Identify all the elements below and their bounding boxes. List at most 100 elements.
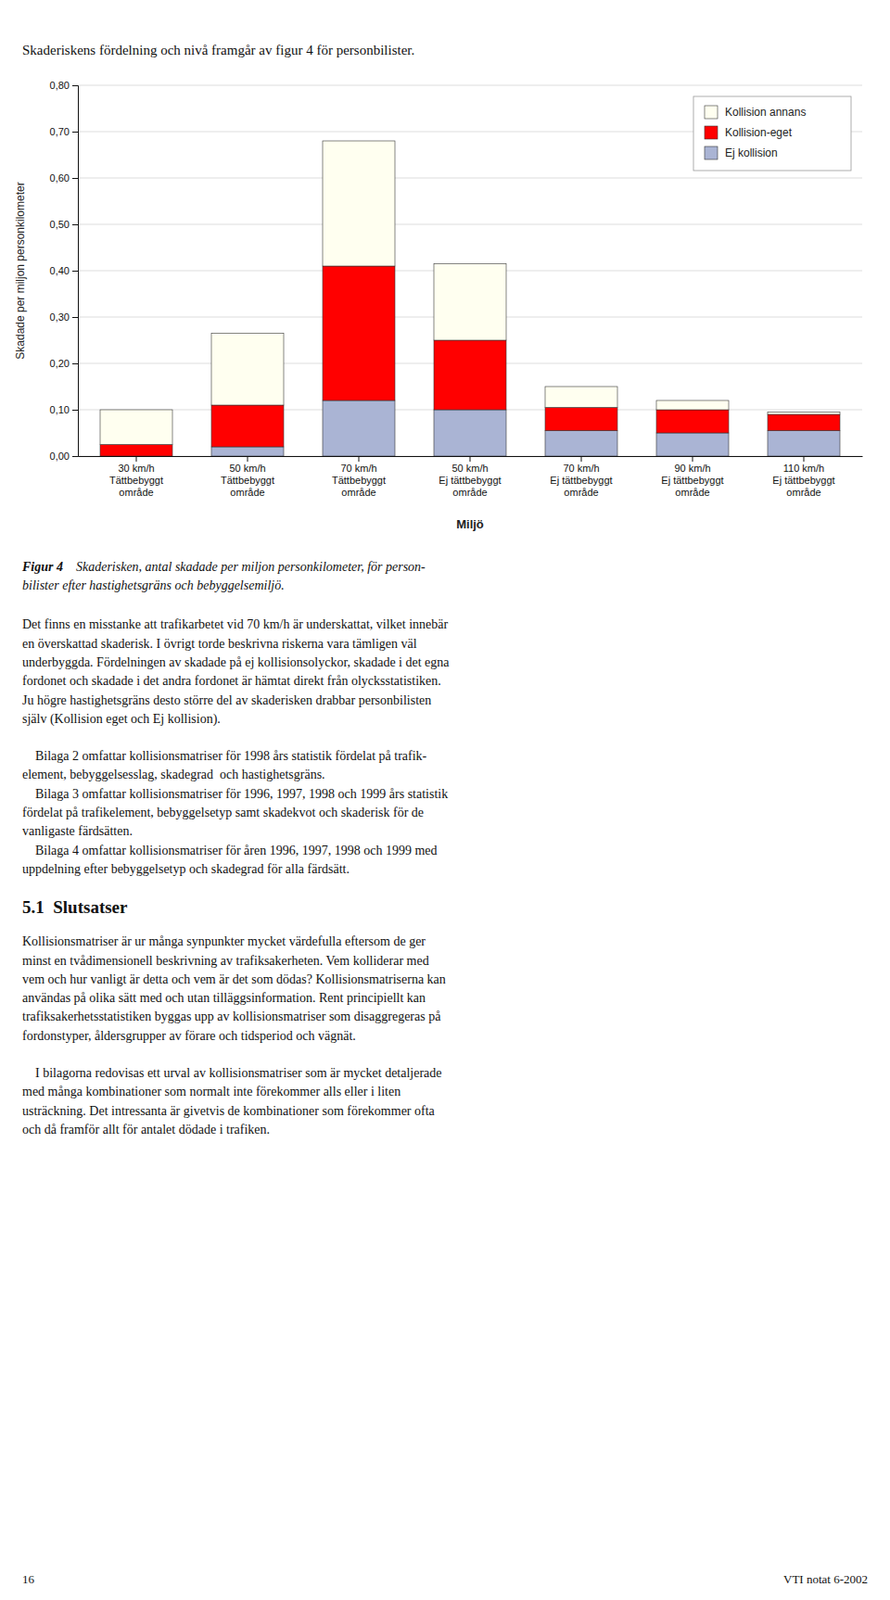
y-tick-mark xyxy=(72,363,78,365)
x-tick-label: 110 km/hEj tättbebyggtområde xyxy=(772,462,835,498)
y-tick-label: 0,60 xyxy=(50,172,70,184)
y-tick: 0,00 xyxy=(50,450,78,462)
bar xyxy=(767,430,840,457)
y-tick-label: 0,70 xyxy=(50,126,70,138)
y-tick-mark xyxy=(72,178,78,179)
bar xyxy=(433,340,507,410)
grid-line xyxy=(77,177,863,178)
y-tick-label: 0,30 xyxy=(50,311,70,323)
legend-label: Kollision annans xyxy=(724,105,806,119)
x-tick-label: 50 km/hEj tättbebyggtområde xyxy=(438,462,501,498)
footer-left: 16 xyxy=(22,1572,35,1588)
bars xyxy=(100,140,840,457)
bar xyxy=(433,263,507,341)
chart: 0,00 0,10 0,20 0,30 0,40 0,50 0,60 0,70 0,80 30 k… xyxy=(0,70,890,553)
annotation: Miljö xyxy=(456,517,484,532)
y-tick-mark xyxy=(72,317,78,318)
body-text: Bilaga 2 omfattar kollisionsmatriser för… xyxy=(22,747,868,879)
bar xyxy=(322,140,395,267)
bar xyxy=(211,446,284,457)
bar xyxy=(100,409,173,445)
bar-series xyxy=(211,400,840,457)
bar xyxy=(545,386,618,408)
y-tick-label: 0,10 xyxy=(50,404,70,416)
y-axis-line xyxy=(72,85,79,457)
legend-swatch xyxy=(704,126,718,140)
bar xyxy=(433,409,507,457)
bar xyxy=(656,409,729,433)
x-tick-mark xyxy=(136,456,138,462)
y-tick-mark xyxy=(72,85,78,87)
y-tick-mark xyxy=(72,270,78,272)
y-tick-mark xyxy=(72,224,78,226)
y-tick-label: 0,20 xyxy=(50,357,70,369)
x-tick: 70 km/hEj tättbebyggtområde xyxy=(549,456,612,498)
x-tick-mark xyxy=(803,456,805,462)
grid-line xyxy=(77,84,863,86)
bar xyxy=(656,400,729,410)
y-tick: 0,70 xyxy=(50,126,78,138)
x-tick-mark xyxy=(581,456,583,462)
x-tick: 50 km/hEj tättbebyggtområde xyxy=(438,456,501,498)
bar xyxy=(100,444,173,457)
legend-item: Kollision annans xyxy=(704,105,806,119)
bar-series xyxy=(100,140,840,445)
body-text: I bilagorna redovisas ett urval av kolli… xyxy=(22,1064,868,1140)
y-tick: 0,40 xyxy=(50,265,78,277)
legend: Kollision annans Kollision-eget Ej kollisi… xyxy=(693,96,852,171)
x-tick-label: 70 km/hEj tättbebyggtområde xyxy=(549,462,612,498)
caption: Figur 4 Skaderisken, antal skadade per m… xyxy=(22,558,868,597)
legend-swatch xyxy=(704,146,718,160)
bar xyxy=(545,430,618,457)
x-tick: 50 km/hTättbebyggtområde xyxy=(220,456,275,498)
y-tick-label: 0,80 xyxy=(50,79,70,91)
bar xyxy=(656,432,729,457)
bar xyxy=(322,266,395,401)
caption-text: Skaderisken, antal skadade per miljon pe… xyxy=(22,559,426,593)
intro-text: Skaderiskens fördelning och nivå framgår… xyxy=(22,0,868,62)
x-tick-label: 70 km/hTättbebyggtområde xyxy=(331,462,386,498)
bar xyxy=(211,405,284,447)
caption-label: Figur 4 xyxy=(22,559,64,574)
y-axis: 0,00 0,10 0,20 0,30 0,40 0,50 0,60 0,70 0,80 xyxy=(50,79,79,462)
bar xyxy=(322,400,395,457)
legend-label: Ej kollision xyxy=(724,146,778,160)
x-tick-mark xyxy=(358,456,360,462)
x-tick-mark xyxy=(470,456,471,462)
body-text: Kollisionsmatriser är ur många synpunkte… xyxy=(22,932,868,1046)
bar xyxy=(545,406,618,431)
footer-right: VTI notat 6-2002 xyxy=(783,1572,868,1588)
legend-label: Kollision-eget xyxy=(724,126,793,140)
y-tick: 0,80 xyxy=(50,79,78,91)
section-heading: 5.1 Slutsatser xyxy=(22,897,868,918)
bar xyxy=(211,332,284,406)
plot: 0,00 0,10 0,20 0,30 0,40 0,50 0,60 0,70 0,80 30 k… xyxy=(13,79,864,532)
y-tick: 0,10 xyxy=(50,404,78,416)
y-tick: 0,60 xyxy=(50,172,78,184)
y-tick-label: 0,00 xyxy=(50,450,70,462)
y-tick-mark xyxy=(72,456,78,458)
x-tick-mark xyxy=(692,456,694,462)
x-tick: 110 km/hEj tättbebyggtområde xyxy=(772,456,835,498)
x-tick: 70 km/hTättbebyggtområde xyxy=(331,456,386,498)
x-tick: 30 km/hTättbebyggtområde xyxy=(109,456,164,498)
y-tick-label: 0,50 xyxy=(50,218,70,230)
y-tick-mark xyxy=(72,409,78,411)
bar xyxy=(767,411,840,415)
grid-line xyxy=(77,223,863,225)
y-tick-label: 0,40 xyxy=(50,265,70,277)
legend-swatch xyxy=(704,105,718,119)
y-tick: 0,50 xyxy=(50,218,78,230)
body-text: Det finns en misstanke att trafikarbetet… xyxy=(22,615,868,729)
legend-box xyxy=(693,96,852,171)
legend-item: Kollision-eget xyxy=(704,126,793,140)
y-axis-title: Skadade per miljon personkilometer xyxy=(13,181,27,359)
page: Skaderiskens fördelning och nivå framgår… xyxy=(0,0,890,1600)
x-tick: 90 km/hEj tättbebyggtområde xyxy=(661,456,724,498)
x-tick-label: 90 km/hEj tättbebyggtområde xyxy=(661,462,724,498)
y-tick: 0,30 xyxy=(50,311,78,323)
bar xyxy=(767,414,840,432)
grid xyxy=(77,85,863,457)
y-tick: 0,20 xyxy=(50,357,78,369)
x-tick-label: 30 km/hTättbebyggtområde xyxy=(109,462,164,498)
